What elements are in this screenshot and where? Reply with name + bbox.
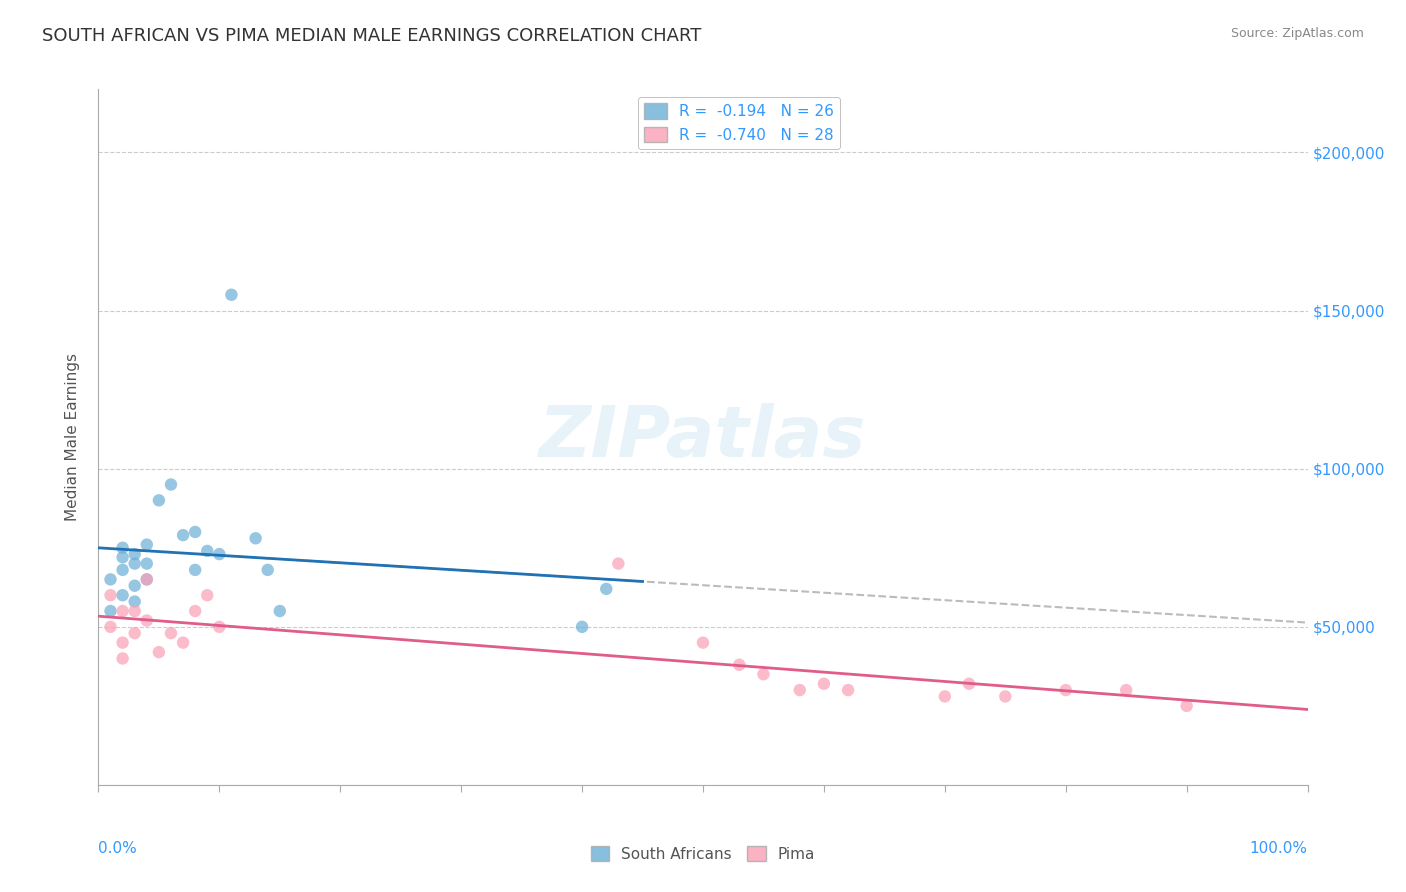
Point [135,573,157,587]
Point [1115,683,1137,698]
Legend: South Africans, Pima: South Africans, Pima [585,839,821,868]
Point [571,620,593,634]
Point [100,573,122,587]
Point [195,544,218,558]
Point [607,557,630,571]
Point [148,645,170,659]
Point [837,683,859,698]
Point [100,588,122,602]
Point [124,579,146,593]
Point [111,588,134,602]
Point [135,538,157,552]
Text: ZIPatlas: ZIPatlas [540,402,866,472]
Point [124,547,146,561]
Point [172,635,194,649]
Point [148,493,170,508]
Point [124,557,146,571]
Point [221,287,243,301]
Point [111,604,134,618]
Point [195,588,218,602]
Point [813,677,835,691]
Text: 0.0%: 0.0% [98,840,138,855]
Point [111,635,134,649]
Point [208,547,231,561]
Point [135,557,157,571]
Point [1175,698,1198,713]
Text: 100.0%: 100.0% [1250,840,1308,855]
Point [184,563,207,577]
Point [208,620,231,634]
Point [160,477,183,491]
Point [994,690,1017,704]
Point [957,677,980,691]
Point [184,604,207,618]
Point [135,573,157,587]
Point [934,690,956,704]
Point [245,531,267,545]
Point [256,563,278,577]
Point [111,563,134,577]
Text: SOUTH AFRICAN VS PIMA MEDIAN MALE EARNINGS CORRELATION CHART: SOUTH AFRICAN VS PIMA MEDIAN MALE EARNIN… [42,27,702,45]
Point [100,604,122,618]
Point [111,541,134,555]
Point [100,620,122,634]
Text: Source: ZipAtlas.com: Source: ZipAtlas.com [1230,27,1364,40]
Point [135,614,157,628]
Point [728,657,751,672]
Point [692,635,714,649]
Point [160,626,183,640]
Point [1054,683,1077,698]
Point [111,550,134,565]
Point [172,528,194,542]
Y-axis label: Median Male Earnings: Median Male Earnings [65,353,80,521]
Point [184,524,207,539]
Point [752,667,775,681]
Point [595,582,617,596]
Point [124,604,146,618]
Point [111,651,134,665]
Point [789,683,811,698]
Point [269,604,291,618]
Point [124,626,146,640]
Point [124,594,146,608]
